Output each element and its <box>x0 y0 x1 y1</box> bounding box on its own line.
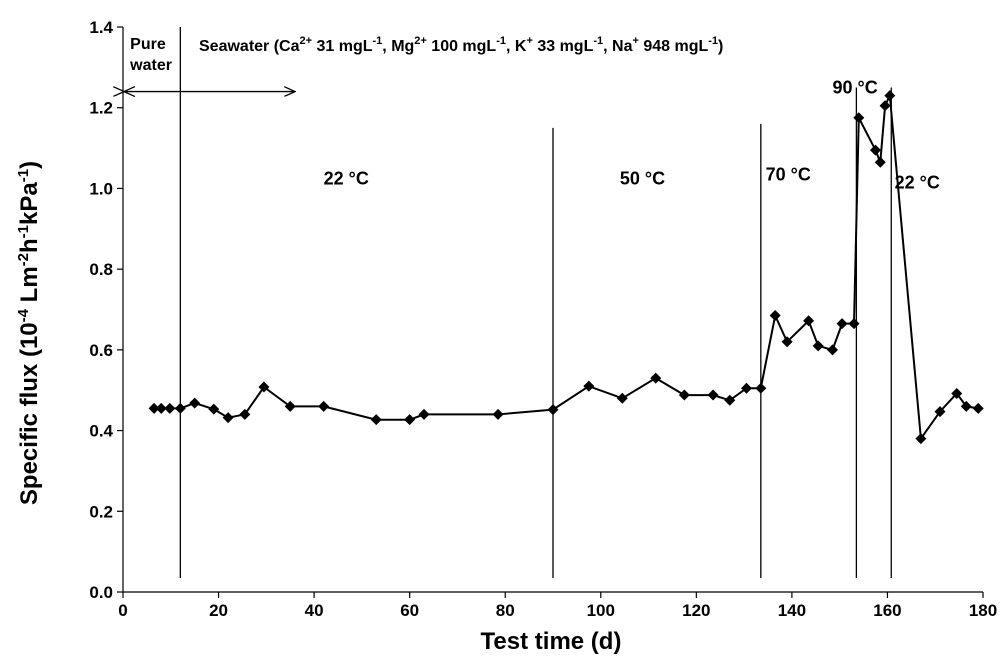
data-point <box>870 144 881 156</box>
data-point <box>884 90 896 102</box>
data-point <box>836 318 848 330</box>
x-tick-label: 120 <box>682 601 710 620</box>
data-point <box>769 310 781 322</box>
data-point <box>853 112 865 124</box>
y-tick-label: 0.4 <box>89 422 113 441</box>
data-point <box>707 389 719 401</box>
temperature-label: 22 °C <box>895 172 940 192</box>
data-point <box>284 400 296 412</box>
data-series <box>148 90 984 445</box>
data-point <box>418 408 430 420</box>
axes <box>117 26 984 598</box>
data-point <box>583 380 595 392</box>
arrow-left-head <box>122 85 136 98</box>
x-tick-label: 140 <box>778 601 806 620</box>
x-tick-label: 100 <box>587 601 615 620</box>
tick-labels: 0 20 40 60 80 100 120 140 160 180 0.0 0.2 0.4 0.6 0.8 1… <box>89 18 997 620</box>
x-tick-label: 20 <box>209 601 228 620</box>
data-point <box>724 394 736 406</box>
data-point <box>879 100 891 112</box>
pure-water-label: Pure water <box>129 36 172 74</box>
data-point <box>239 408 251 420</box>
temperature-label: 50 °C <box>620 168 665 188</box>
data-point <box>148 402 160 414</box>
x-tick-label: 160 <box>873 601 901 620</box>
seawater-label: Seawater (Ca2+ 31 mgL-1, Mg2+ 100 mgL-1,… <box>199 35 723 55</box>
data-point <box>678 389 690 401</box>
data-point <box>972 402 984 414</box>
temperature-label: 90 °C <box>833 78 878 98</box>
data-point <box>174 402 186 414</box>
temperature-label: 22 °C <box>324 168 369 188</box>
x-tick-label: 80 <box>496 601 515 620</box>
x-axis-title: Test time (d) <box>481 628 622 655</box>
x-tick-label: 0 <box>118 601 127 620</box>
data-point <box>781 336 793 348</box>
data-point <box>650 372 662 384</box>
data-point <box>208 403 220 415</box>
y-tick-label: 1.4 <box>89 18 113 37</box>
data-point <box>258 381 270 393</box>
data-point <box>404 414 416 426</box>
data-point <box>827 344 838 356</box>
y-tick-label: 1.2 <box>89 99 113 118</box>
y-axis-title: Specific flux (10-4 Lm-2h-1kPa-1) <box>15 161 43 505</box>
data-point <box>915 433 927 445</box>
data-point <box>189 397 201 409</box>
y-tick-label: 0.2 <box>89 502 113 521</box>
data-point <box>370 414 382 426</box>
data-point <box>741 382 752 394</box>
data-point <box>755 382 767 394</box>
y-tick-label: 1.0 <box>89 179 113 198</box>
temperature-label: 70 °C <box>766 164 811 184</box>
x-tick-label: 180 <box>969 601 997 620</box>
data-point <box>803 315 815 327</box>
y-tick-label: 0.0 <box>89 583 113 602</box>
data-point <box>222 412 234 424</box>
data-point <box>874 156 886 168</box>
data-point <box>960 400 972 412</box>
series-line <box>154 91 979 442</box>
data-point <box>934 406 946 418</box>
data-point <box>155 402 167 414</box>
data-point <box>164 402 176 414</box>
data-point <box>547 404 559 416</box>
x-tick-label: 40 <box>305 601 324 620</box>
data-point <box>848 318 860 330</box>
data-point <box>951 387 963 399</box>
data-point <box>616 392 628 404</box>
data-point <box>492 408 504 420</box>
y-tick-label: 0.6 <box>89 341 113 360</box>
data-point <box>318 400 330 412</box>
y-tick-label: 0.8 <box>89 260 113 279</box>
phase-lines <box>179 27 892 578</box>
x-tick-label: 60 <box>400 601 419 620</box>
data-point <box>812 340 824 352</box>
annotations: Pure water Seawater (Ca2+ 31 mgL-1, Mg2+ 1… <box>124 35 940 192</box>
